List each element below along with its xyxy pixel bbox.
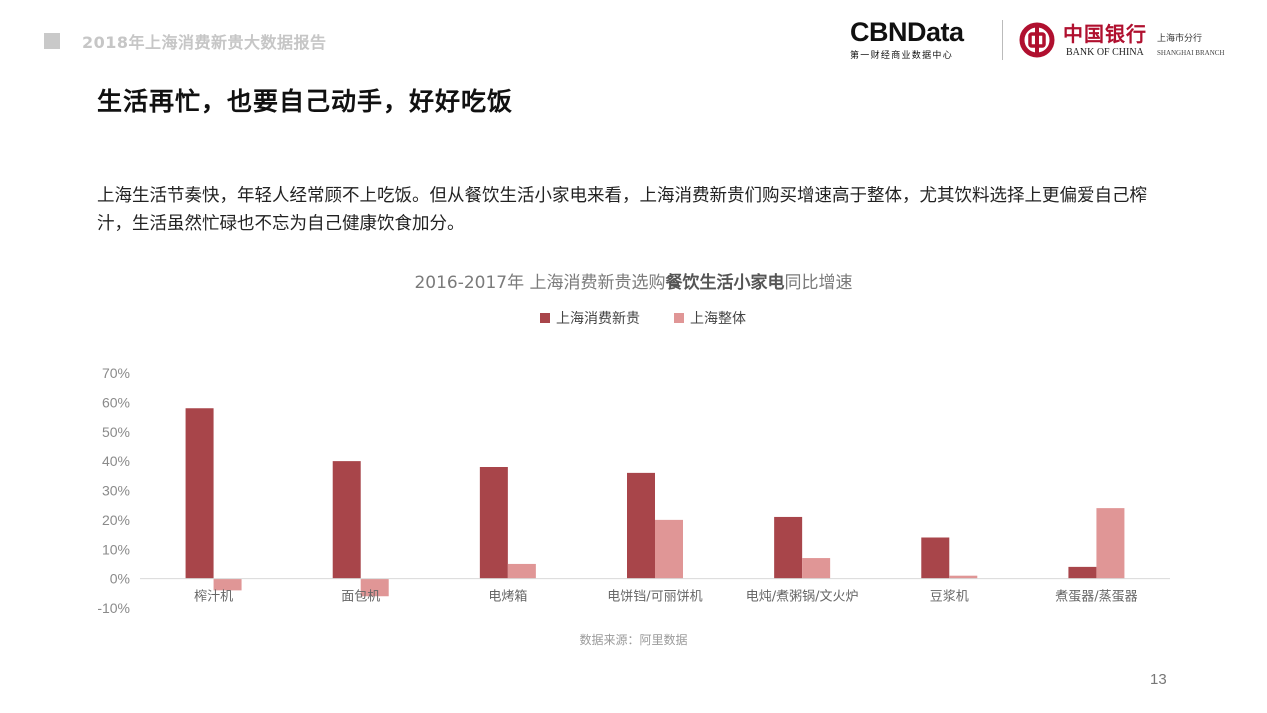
page-number: 13	[1150, 671, 1167, 688]
x-category-label: 电烤箱	[488, 589, 527, 605]
y-tick-label: 40%	[102, 453, 130, 469]
x-category-label: 煮蛋器/蒸蛋器	[1055, 590, 1137, 605]
bank-of-china-name-cn: 中国银行	[1063, 22, 1147, 46]
bar-series-2	[1096, 508, 1125, 579]
intro-paragraph: 上海生活节奏快，年轻人经常顾不上吃饭。但从餐饮生活小家电来看，上海消费新贵们购买…	[97, 186, 1147, 234]
y-tick-label: 50%	[102, 424, 130, 440]
bar-series-1	[185, 408, 214, 579]
bank-branch-cn: 上海市分行	[1157, 34, 1203, 44]
bar-series-2	[655, 519, 683, 579]
bar-series-1	[921, 537, 950, 579]
x-category-label: 面包机	[341, 590, 380, 605]
legend-item-series-2: 上海整体	[674, 308, 746, 328]
legend-swatch-series-1	[540, 313, 550, 323]
y-tick-label: 60%	[102, 394, 130, 410]
bank-branch-en: SHANGHAI BRANCH	[1157, 49, 1225, 57]
bank-of-china-emblem-icon	[1019, 22, 1055, 58]
y-tick-label: 20%	[102, 512, 130, 528]
report-title: 2018年上海消费新贵大数据报告	[82, 33, 327, 52]
bar-series-1	[774, 516, 803, 579]
data-source-note: 数据来源：阿里数据	[579, 633, 688, 647]
y-tick-label: 0%	[110, 571, 130, 587]
x-category-label: 榨汁机	[194, 589, 233, 605]
cbndata-logo: CBNData 第一财经商业数据中心	[850, 18, 990, 61]
bank-of-china-name-en: BANK OF CHINA	[1066, 47, 1144, 58]
legend-item-series-1: 上海消费新贵	[540, 308, 640, 328]
report-mark-square	[44, 33, 60, 49]
chart-title: 2016-2017年 上海消费新贵选购餐饮生活小家电同比增速	[0, 268, 1267, 293]
x-category-label: 豆浆机	[930, 590, 969, 605]
bar-series-1	[332, 461, 361, 579]
y-tick-label: 10%	[102, 541, 130, 557]
bar-series-1	[1068, 566, 1097, 579]
bar-series-2	[507, 563, 536, 579]
y-tick-label: 30%	[102, 483, 130, 499]
bar-series-1	[627, 472, 655, 579]
chart-title-suffix: 同比增速	[784, 273, 853, 293]
legend-label-series-2: 上海整体	[690, 311, 746, 327]
y-tick-label: -10%	[97, 600, 130, 616]
x-category-label: 电炖/煮粥锅/文火炉	[746, 589, 859, 605]
logo-divider	[1002, 20, 1003, 60]
legend-swatch-series-2	[674, 313, 684, 323]
cbndata-logo-subtitle: 第一财经商业数据中心	[850, 51, 954, 61]
bar-series-2	[949, 575, 978, 579]
cbndata-logo-text: CBNData	[850, 17, 964, 47]
x-category-label: 电饼铛/可丽饼机	[607, 590, 702, 605]
chart-legend: 上海消费新贵 上海整体	[540, 308, 746, 328]
bar-series-1	[479, 467, 508, 579]
legend-label-series-1: 上海消费新贵	[556, 311, 640, 327]
chart-title-emphasis: 餐饮生活小家电	[665, 273, 785, 293]
bar-series-2	[213, 578, 242, 591]
page-heading: 生活再忙，也要自己动手，好好吃饭	[97, 87, 514, 116]
chart-title-prefix: 2016-2017年 上海消费新贵选购	[414, 273, 666, 293]
bar-series-2	[360, 578, 389, 597]
bar-series-2	[802, 558, 831, 579]
y-tick-label: 70%	[102, 365, 130, 381]
